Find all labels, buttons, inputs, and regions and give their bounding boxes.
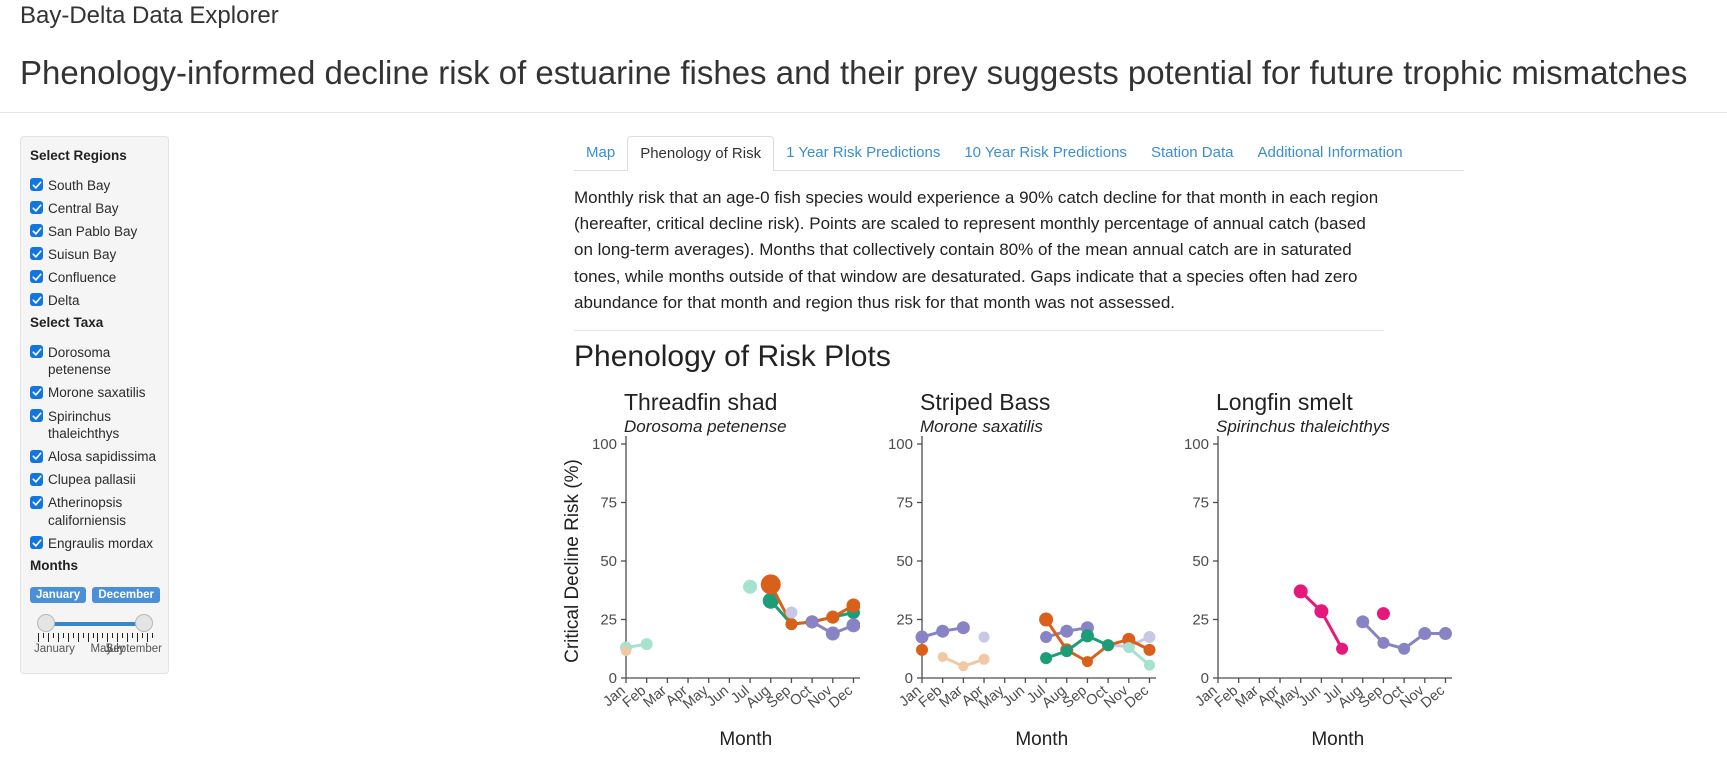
svg-text:75: 75 [600, 495, 617, 512]
svg-text:75: 75 [1192, 495, 1209, 512]
svg-text:Jun: Jun [704, 683, 732, 710]
svg-text:Month: Month [1311, 729, 1364, 750]
svg-text:25: 25 [600, 612, 617, 629]
svg-text:Dec: Dec [826, 683, 856, 712]
svg-text:50: 50 [896, 553, 913, 570]
svg-text:75: 75 [896, 495, 913, 512]
svg-text:50: 50 [1192, 553, 1209, 570]
svg-text:Jun: Jun [1000, 683, 1028, 710]
svg-text:Month: Month [719, 729, 772, 750]
svg-text:Jun: Jun [1296, 683, 1324, 710]
svg-text:Dec: Dec [1122, 683, 1152, 712]
svg-text:Dorosoma petenense: Dorosoma petenense [624, 417, 787, 436]
svg-text:Critical Decline Risk (%): Critical Decline Risk (%) [564, 459, 583, 663]
svg-text:100: 100 [592, 436, 617, 453]
svg-text:100: 100 [1184, 436, 1209, 453]
svg-text:50: 50 [600, 553, 617, 570]
svg-text:Month: Month [1015, 729, 1068, 750]
svg-text:Morone saxatilis: Morone saxatilis [920, 417, 1043, 436]
svg-text:25: 25 [1192, 612, 1209, 629]
svg-text:25: 25 [896, 612, 913, 629]
svg-text:Dec: Dec [1418, 683, 1448, 712]
svg-text:Threadfin shad: Threadfin shad [624, 389, 777, 415]
svg-text:Spirinchus thaleichthys: Spirinchus thaleichthys [1216, 417, 1390, 436]
svg-text:100: 100 [888, 436, 913, 453]
svg-text:Striped Bass: Striped Bass [920, 389, 1050, 415]
svg-text:Longfin smelt: Longfin smelt [1216, 389, 1353, 415]
